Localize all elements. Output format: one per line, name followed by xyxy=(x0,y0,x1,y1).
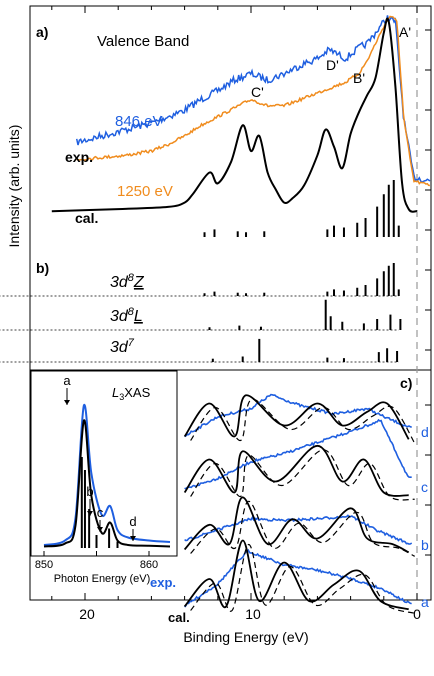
curve-label-b: b xyxy=(421,537,429,553)
valence-band-title: Valence Band xyxy=(97,33,189,50)
exp-curve-0 xyxy=(184,393,412,438)
exp-curve-2 xyxy=(184,514,413,545)
panel-b-label: b) xyxy=(36,260,49,276)
inset-tick-850: 850 xyxy=(35,559,53,571)
x-tick-20: 20 xyxy=(79,606,95,622)
panel-a-label: a) xyxy=(36,24,48,40)
panel-c-curves xyxy=(183,393,416,614)
top-frame xyxy=(29,5,432,371)
cal-curve-3 xyxy=(183,539,409,611)
label-cal-a: cal. xyxy=(75,210,98,226)
panel-a-curves xyxy=(51,15,431,237)
peak-label-c: C' xyxy=(251,84,264,100)
curve-label-c: c xyxy=(421,479,428,495)
inset-arrowhead-2 xyxy=(97,527,103,532)
peak-label-b: B' xyxy=(353,70,365,86)
cal-dashed-0 xyxy=(190,398,416,444)
label-exp-c: exp. xyxy=(150,575,176,590)
inset-arrowhead-1 xyxy=(87,511,93,516)
label-exp-a: exp. xyxy=(65,149,93,165)
panel-c-label: c) xyxy=(400,375,412,391)
cal-dashed-3 xyxy=(190,543,415,614)
peak-label-a: A' xyxy=(399,24,411,40)
cal-dashed-1 xyxy=(190,449,415,501)
x-tick-10: 10 xyxy=(245,606,261,622)
exp-curve-1 xyxy=(184,418,412,490)
series-1250-ev xyxy=(76,15,431,187)
label-846ev: 846 eV xyxy=(115,113,163,130)
inset-marker-d: d xyxy=(129,514,136,529)
axis-ticks xyxy=(51,6,431,600)
label-3d8l: 3d8L xyxy=(110,306,143,325)
inset-title: L3XAS xyxy=(112,385,151,402)
x-tick-0: 0 xyxy=(413,606,421,622)
label-cal-c: cal. xyxy=(168,610,190,625)
cal-curve-0 xyxy=(183,394,410,440)
inset-marker-a: a xyxy=(63,373,71,388)
inset-arrowhead-3 xyxy=(130,536,136,541)
curve-label-a: a xyxy=(421,594,429,610)
bottom-frame xyxy=(29,369,432,601)
series-846-ev xyxy=(75,15,431,184)
inset-xlabel: Photon Energy (eV) xyxy=(54,573,151,585)
inset-marker-b: b xyxy=(86,484,93,499)
exp-curve-3 xyxy=(184,548,412,608)
inset-frame xyxy=(30,370,178,557)
label-1250ev: 1250 eV xyxy=(117,183,173,200)
panel-b-sticks xyxy=(0,263,402,363)
inset-arrowhead-0 xyxy=(64,400,70,405)
peak-label-d: D' xyxy=(326,57,339,73)
inset-tick-860: 860 xyxy=(140,559,158,571)
series-cal- xyxy=(51,17,418,213)
label-3d7: 3d7 xyxy=(110,337,135,356)
y-axis-label: Intensity (arb. units) xyxy=(6,125,22,248)
x-axis-label: Binding Energy (eV) xyxy=(183,629,308,645)
cal-dashed-2 xyxy=(190,500,415,557)
cal-curve-2 xyxy=(183,496,410,554)
label-3d8z: 3d8Z xyxy=(110,272,145,291)
inset-exp-curve xyxy=(43,404,171,546)
inset-xas xyxy=(43,388,171,556)
cal-curve-1 xyxy=(183,444,409,497)
inset-marker-c: c xyxy=(97,505,104,520)
curve-label-d: d xyxy=(421,424,429,440)
